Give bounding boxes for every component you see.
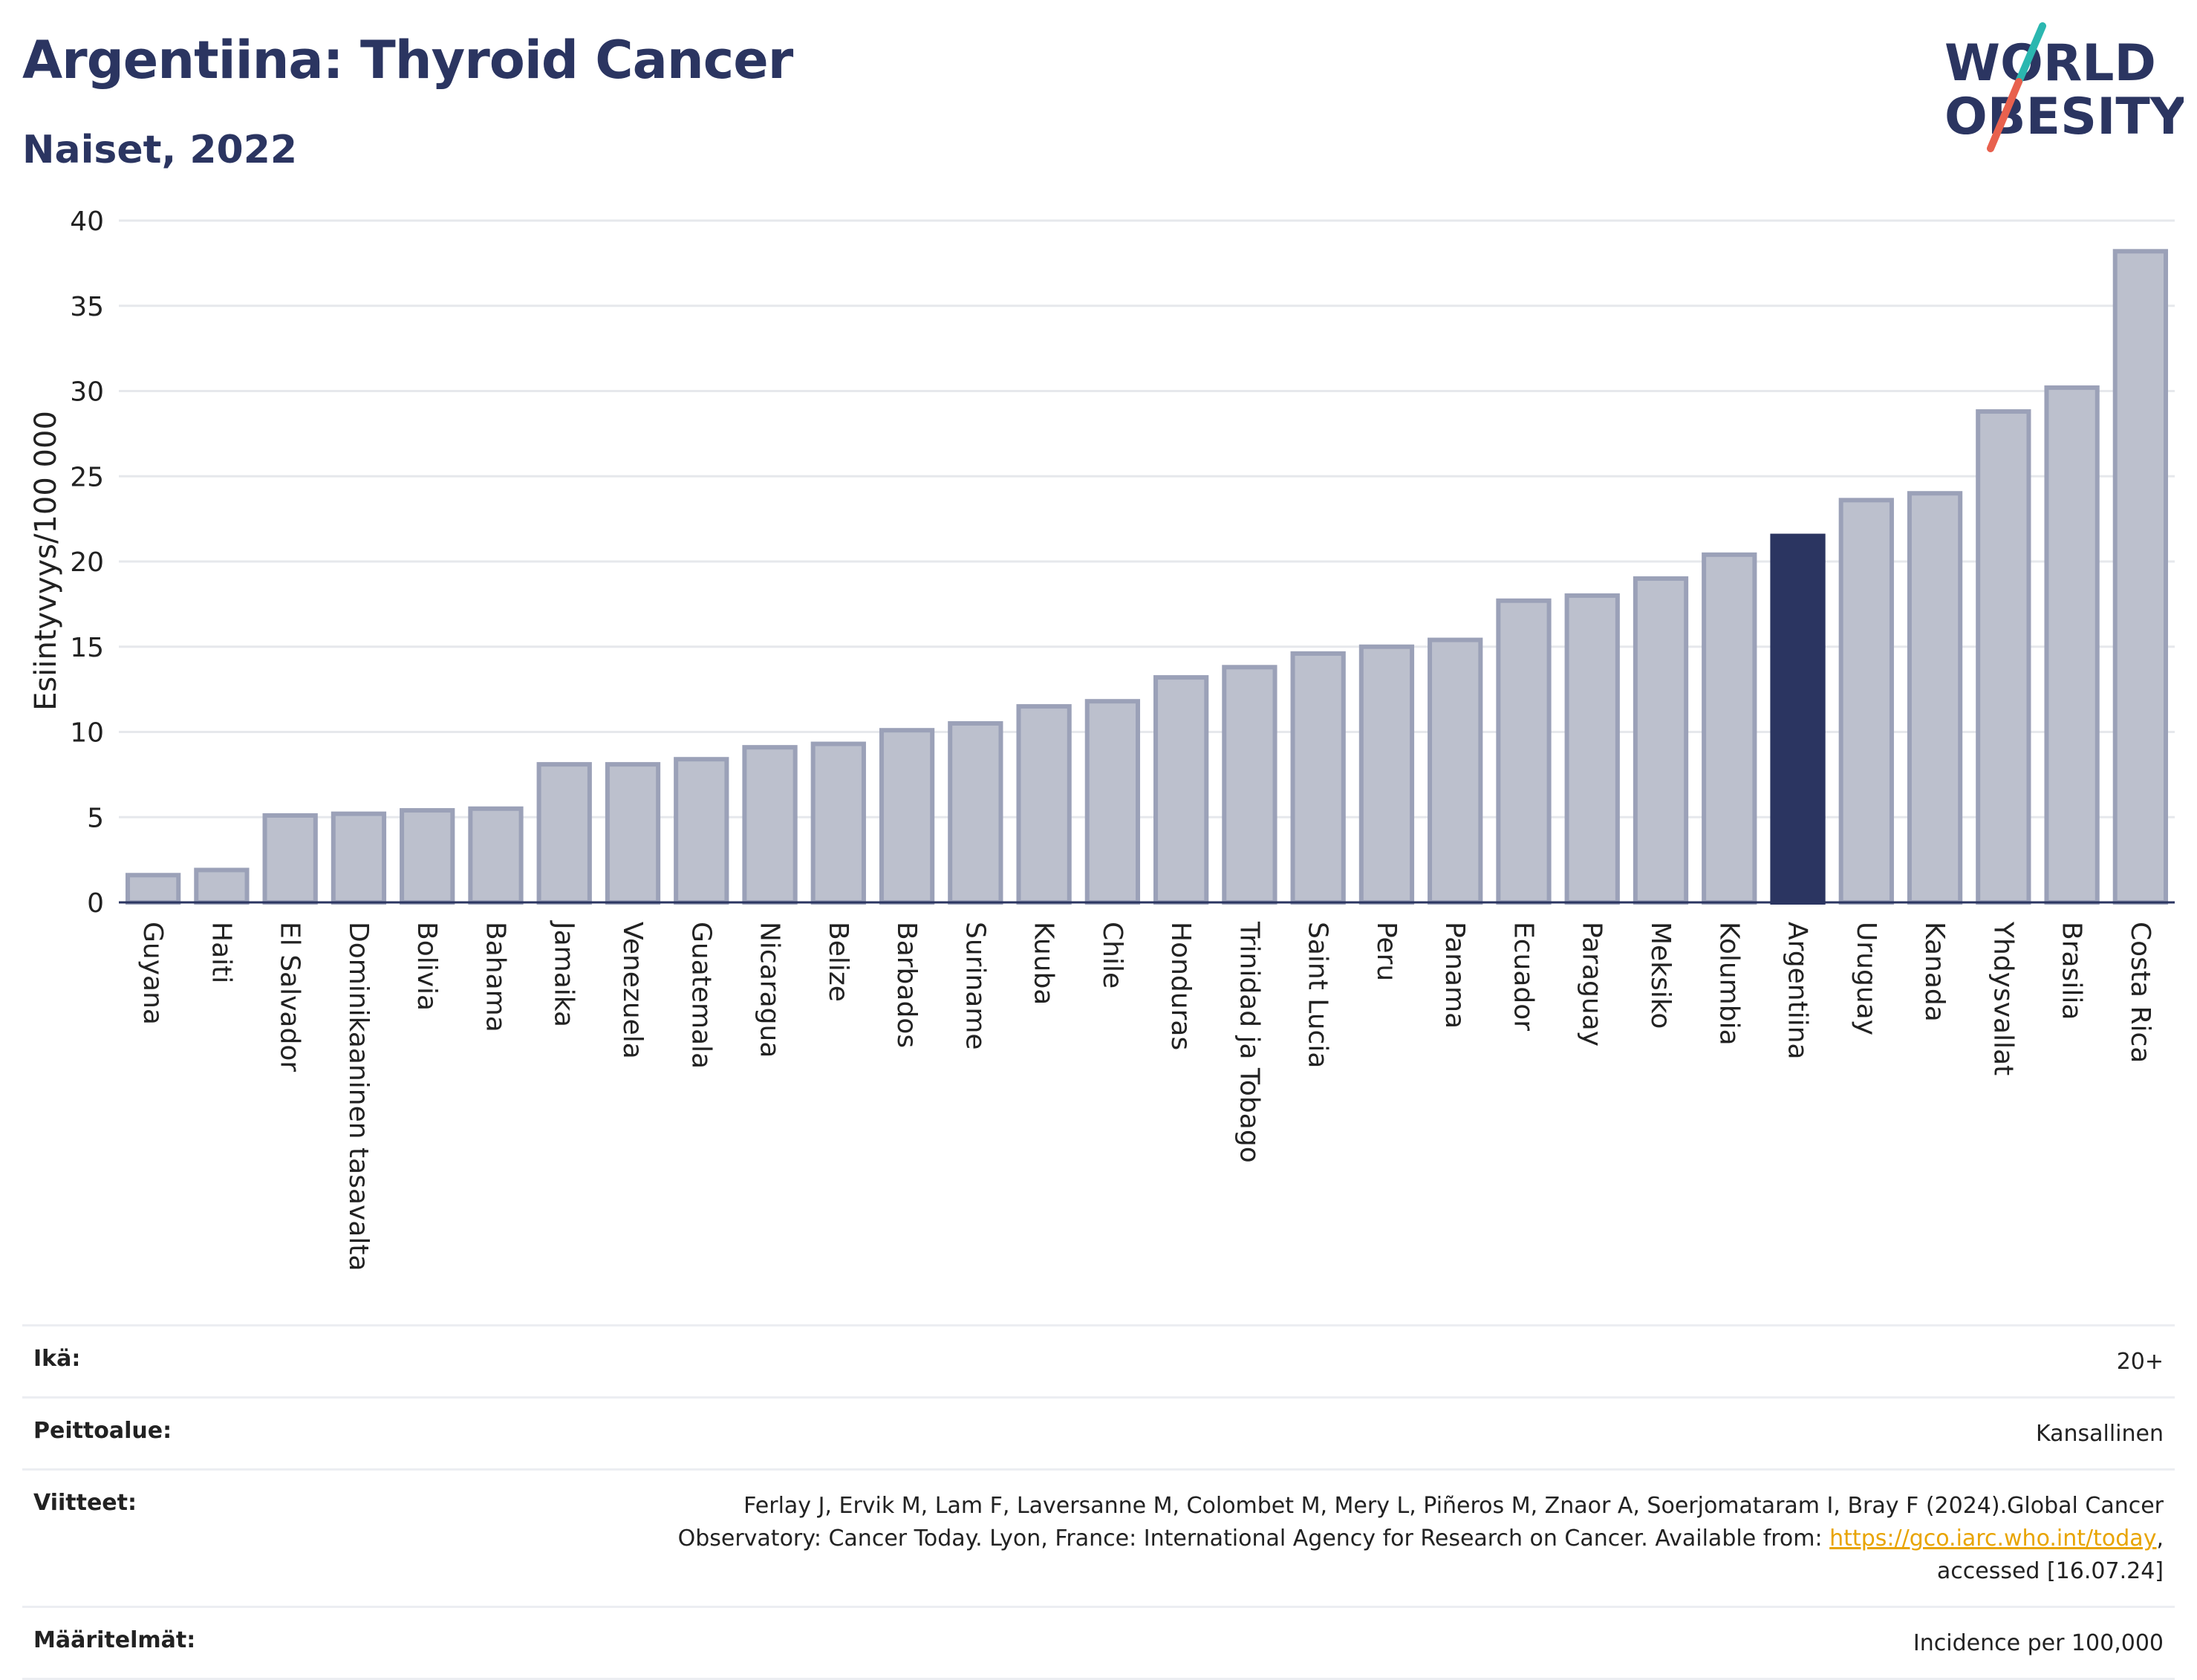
bar-peru [1358, 644, 1415, 905]
y-axis-ticks: 0 5 10 15 20 25 30 35 40 [70, 206, 104, 919]
bar-trinidad-ja-tobago [1222, 665, 1277, 905]
y-tick-label: 35 [70, 292, 104, 322]
references-link[interactable]: https://gco.iarc.who.int/today [1829, 1526, 2157, 1552]
x-tick-label: El Salvador [275, 922, 305, 1072]
y-tick-label: 5 [87, 803, 104, 833]
world-obesity-logo: WORLD OBESITY [1944, 22, 2184, 152]
bar-uruguay [1838, 498, 1894, 905]
x-tick-label: Belize [823, 922, 853, 1002]
x-tick-label: Bolivia [411, 922, 442, 1011]
meta-row-coverage: Peittoalue: Kansallinen [22, 1396, 2175, 1468]
x-tick-label: Guatemala [686, 922, 716, 1069]
logo-text-world: WORLD [1944, 34, 2156, 93]
x-tick-label: Argentiina [1783, 922, 1813, 1060]
x-tick-label: Kolumbia [1713, 922, 1744, 1046]
logo-text-obesity: OBESITY [1944, 88, 2184, 146]
x-tick-label: Ecuador [1508, 922, 1538, 1031]
bar-yhdysvallat [1976, 409, 2031, 905]
y-tick-label: 30 [70, 377, 104, 408]
bar-honduras [1153, 675, 1209, 905]
bar-ecuador [1496, 598, 1552, 905]
bar-belize [810, 741, 866, 905]
x-tick-label: Honduras [1165, 922, 1196, 1050]
meta-row-definitions: Määritelmät: Incidence per 100,000 [22, 1606, 2175, 1680]
references-line-1: Ferlay J, Ervik M, Lam F, Laversanne M, … [743, 1493, 2164, 1519]
bar-kolumbia [1702, 552, 1757, 905]
x-axis-ticks: Guyana Haiti El Salvador Dominikaaninen tas… [137, 920, 2155, 1272]
x-tick-label: Meksiko [1645, 922, 1676, 1029]
y-tick-label: 15 [70, 633, 104, 663]
x-tick-label: Haiti [206, 922, 236, 983]
meta-coverage-value: Kansallinen [2035, 1421, 2164, 1447]
bar-brasilia [2044, 385, 2100, 905]
metadata-table: Ikä: 20+ Peittoalue: Kansallinen Viittee… [22, 1324, 2175, 1680]
meta-age-value: 20+ [2116, 1349, 2164, 1375]
meta-row-age: Ikä: 20+ [22, 1324, 2175, 1396]
grid-lines [119, 219, 2175, 818]
x-tick-label: Costa Rica [2125, 922, 2155, 1063]
bar-chart: 0 5 10 15 20 25 30 35 40 Guyana Haiti El Salvador D… [29, 206, 2175, 1272]
chart-subtitle: Naiset, 2022 [22, 128, 298, 172]
x-tick-label: Peru [1371, 922, 1402, 981]
bar-dominikaaninen-tasavalta [331, 811, 387, 905]
x-tick-label: Brasilia [2057, 922, 2087, 1020]
bars [125, 249, 2169, 905]
meta-coverage-label: Peittoalue: [33, 1418, 172, 1444]
bar-costa-rica [2112, 249, 2169, 905]
x-tick-label: Yhdysvallat [1988, 921, 2018, 1075]
x-tick-label: Suriname [960, 922, 990, 1050]
bar-argentiina [1770, 533, 1826, 905]
bar-jamaika [536, 762, 592, 905]
y-tick-label: 25 [70, 462, 104, 492]
bar-saint-lucia [1290, 651, 1346, 905]
y-axis-label: Esiintyvyys/100 000 [29, 411, 63, 711]
y-tick-label: 20 [70, 547, 104, 578]
references-line-2-end: , [2156, 1526, 2164, 1552]
x-tick-label: Kanada [1919, 922, 1950, 1022]
bar-paraguay [1564, 593, 1620, 905]
bar-guyana [125, 873, 181, 905]
x-tick-label: Barbados [891, 922, 922, 1048]
bar-kuuba [1016, 704, 1072, 905]
chart-title: Argentiina: Thyroid Cancer [22, 30, 793, 91]
x-tick-label: Saint Lucia [1303, 922, 1333, 1068]
bar-bolivia [400, 808, 455, 905]
bar-panama [1428, 637, 1483, 905]
x-tick-label: Bahama [480, 922, 510, 1032]
y-tick-label: 0 [87, 888, 104, 919]
bar-meksiko [1633, 576, 1689, 905]
bar-barbados [879, 728, 935, 905]
meta-references-label: Viitteet: [33, 1490, 137, 1516]
meta-row-references: Viitteet: Ferlay J, Ervik M, Lam F, Lave… [22, 1468, 2175, 1606]
x-tick-label: Venezuela [617, 922, 648, 1059]
y-tick-label: 40 [70, 206, 104, 237]
bar-bahama [468, 806, 524, 905]
x-tick-label: Uruguay [1851, 922, 1881, 1035]
x-tick-label: Jamaika [549, 920, 579, 1027]
bar-venezuela [605, 762, 661, 905]
bar-el-salvador [262, 813, 318, 905]
meta-references-value: Ferlay J, Ervik M, Lam F, Laversanne M, … [678, 1490, 2164, 1588]
y-tick-label: 10 [70, 718, 104, 749]
meta-age-label: Ikä: [33, 1346, 81, 1372]
references-line-3: accessed [16.07.24] [1936, 1558, 2164, 1584]
bar-haiti [194, 867, 250, 905]
x-tick-label: Guyana [137, 922, 168, 1025]
x-tick-label: Trinidad ja Tobago [1234, 921, 1264, 1163]
meta-definitions-value: Incidence per 100,000 [1913, 1630, 2164, 1656]
x-tick-label: Chile [1097, 922, 1127, 989]
bar-nicaragua [742, 745, 798, 905]
x-tick-label: Nicaragua [755, 922, 785, 1058]
x-tick-label: Kuuba [1029, 922, 1059, 1005]
bar-guatemala [674, 757, 729, 905]
references-line-2: Observatory: Cancer Today. Lyon, France:… [677, 1526, 1830, 1552]
x-tick-label: Dominikaaninen tasavalta [343, 922, 374, 1272]
bar-chile [1084, 699, 1141, 905]
bar-suriname [948, 721, 1003, 905]
bar-kanada [1907, 491, 1963, 905]
x-tick-label: Paraguay [1577, 922, 1607, 1046]
x-tick-label: Panama [1439, 922, 1470, 1029]
meta-definitions-label: Määritelmät: [33, 1627, 196, 1653]
